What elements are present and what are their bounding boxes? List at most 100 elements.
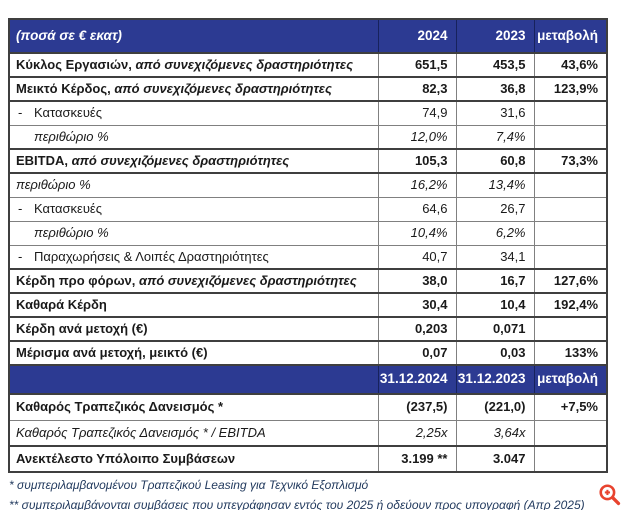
row-label-text: Καθαρός Τραπεζικός Δανεισμός * bbox=[16, 399, 224, 415]
row-label: Καθαρά Κέρδη bbox=[9, 292, 378, 317]
value-2023: 453,5 bbox=[455, 52, 534, 77]
row-label-text: Κατασκευές bbox=[34, 200, 102, 216]
value-2023: 3.047 bbox=[455, 445, 534, 472]
row-label-text: EBITDA, bbox=[16, 152, 68, 168]
row-label-text: Παραχωρήσεις & Λοιπές Δραστηριότητες bbox=[34, 248, 269, 264]
row-label-text: περιθώριο % bbox=[16, 177, 91, 193]
table-row: Κέρδη ανά μετοχή (€) 0,203 0,071 bbox=[9, 316, 607, 341]
row-label: Μέρισμα ανά μετοχή, μεικτό (€) bbox=[9, 340, 378, 365]
dash-bullet: - bbox=[18, 200, 23, 216]
value-2024: 40,7 bbox=[377, 244, 456, 269]
row-label-italic-text: από συνεχιζόμενες δραστηριότητες bbox=[110, 80, 332, 96]
table-row: EBITDA, από συνεχιζόμενες δραστηριότητες… bbox=[9, 148, 607, 173]
value-change: 192,4% bbox=[533, 292, 607, 317]
value-change bbox=[533, 316, 607, 341]
value-change bbox=[533, 196, 607, 221]
value-2024: 0,203 bbox=[377, 316, 456, 341]
table-row: περιθώριο % 10,4% 6,2% bbox=[9, 220, 607, 245]
header-col-2023: 2023 bbox=[455, 18, 534, 53]
value-2024: 3.199 ** bbox=[377, 445, 456, 472]
row-label-text: Κύκλος Εργασιών, bbox=[16, 56, 132, 72]
table-row: Καθαρός Τραπεζικός Δανεισμός * (237,5) (22… bbox=[9, 393, 607, 420]
row-label: Κέρδη προ φόρων, από συνεχιζόμενες δραστ… bbox=[9, 268, 378, 293]
dash-bullet: - bbox=[18, 248, 23, 264]
header2-col-change: μεταβολή bbox=[533, 364, 607, 394]
row-label-italic-text: από συνεχιζόμενες δραστηριότητες bbox=[135, 272, 357, 288]
row-label: Κέρδη ανά μετοχή (€) bbox=[9, 316, 378, 341]
dash-bullet: - bbox=[18, 105, 23, 121]
row-label-text: Μέρισμα ανά μετοχή, μεικτό (€) bbox=[16, 344, 208, 360]
footnote-1: * συμπεριλαμβανομένου Τραπεζικού Leasing… bbox=[9, 478, 369, 492]
value-change: +7,5% bbox=[533, 393, 607, 420]
footnote-2: ** συμπεριλαμβάνονται συμβάσεις που υπεγ… bbox=[9, 498, 585, 510]
table-row: Κύκλος Εργασιών, από συνεχιζόμενες δραστ… bbox=[9, 52, 607, 77]
value-2024: 74,9 bbox=[377, 100, 456, 125]
value-2023: 0,071 bbox=[455, 316, 534, 341]
value-2023: 36,8 bbox=[455, 76, 534, 101]
row-label: Μεικτό Κέρδος, από συνεχιζόμενες δραστηρ… bbox=[9, 76, 378, 101]
value-2023: 13,4% bbox=[455, 172, 534, 197]
table-row: περιθώριο % 12,0% 7,4% bbox=[9, 124, 607, 149]
value-change bbox=[533, 100, 607, 125]
value-change: 123,9% bbox=[533, 76, 607, 101]
row-label-text: Ανεκτέλεστο Υπόλοιπο Συμβάσεων bbox=[16, 450, 236, 466]
row-label: - Κατασκευές bbox=[9, 196, 378, 221]
row-label: περιθώριο % bbox=[9, 172, 378, 197]
row-label-italic-text: από συνεχιζόμενες δραστηριότητες bbox=[68, 152, 290, 168]
value-2023: 16,7 bbox=[455, 268, 534, 293]
table-row: Ανεκτέλεστο Υπόλοιπο Συμβάσεων 3.199 ** 3.… bbox=[9, 445, 607, 472]
table-row: - Κατασκευές 64,6 26,7 bbox=[9, 196, 607, 221]
table-row: Μεικτό Κέρδος, από συνεχιζόμενες δραστηρ… bbox=[9, 76, 607, 101]
value-2024: 0,07 bbox=[377, 340, 456, 365]
header2-col-date-2023: 31.12.2023 bbox=[455, 364, 534, 394]
row-label-text: Καθαρά Κέρδη bbox=[16, 296, 107, 312]
footnotes: * συμπεριλαμβανομένου Τραπεζικού Leasing… bbox=[9, 478, 624, 510]
value-2024: 82,3 bbox=[377, 76, 456, 101]
row-label: Καθαρός Τραπεζικός Δανεισμός * bbox=[9, 393, 378, 420]
row-label-text: Κέρδη ανά μετοχή (€) bbox=[16, 320, 148, 336]
value-change: 43,6% bbox=[533, 52, 607, 77]
row-label: Κύκλος Εργασιών, από συνεχιζόμενες δραστ… bbox=[9, 52, 378, 77]
table-row: Καθαρός Τραπεζικός Δανεισμός * / EBITDA 2… bbox=[9, 419, 607, 446]
value-2023: 26,7 bbox=[455, 196, 534, 221]
row-label: - Παραχωρήσεις & Λοιπές Δραστηριότητες bbox=[9, 244, 378, 269]
zoom-in-icon[interactable] bbox=[597, 482, 622, 507]
value-change bbox=[533, 172, 607, 197]
row-label-text: Κατασκευές bbox=[34, 105, 102, 121]
row-label-text: περιθώριο % bbox=[34, 128, 109, 144]
value-change: 133% bbox=[533, 340, 607, 365]
row-label: Ανεκτέλεστο Υπόλοιπο Συμβάσεων bbox=[9, 445, 378, 472]
row-label-text: Κέρδη προ φόρων, bbox=[16, 272, 136, 288]
value-change bbox=[533, 445, 607, 472]
table-header-row-top: (ποσά σε € εκατ) 2024 2023 μεταβολή bbox=[9, 18, 607, 53]
row-label: Καθαρός Τραπεζικός Δανεισμός * / EBITDA bbox=[9, 419, 378, 446]
row-label-italic-text: από συνεχιζόμενες δραστηριότητες bbox=[131, 56, 354, 72]
value-2024: 64,6 bbox=[377, 196, 456, 221]
value-2023: (221,0) bbox=[455, 393, 534, 420]
value-2023: 7,4% bbox=[455, 124, 534, 149]
value-2023: 0,03 bbox=[455, 340, 534, 365]
value-change bbox=[533, 244, 607, 269]
table-header-row-bottom: 31.12.2024 31.12.2023 μεταβολή bbox=[9, 364, 607, 394]
value-change: 73,3% bbox=[533, 148, 607, 173]
header2-col-date-2024: 31.12.2024 bbox=[377, 364, 456, 394]
row-label: περιθώριο % bbox=[9, 124, 378, 149]
header-col-2024: 2024 bbox=[377, 18, 456, 53]
header-col-change: μεταβολή bbox=[533, 18, 607, 53]
financial-table: (ποσά σε € εκατ) 2024 2023 μεταβολή Κύκλ… bbox=[8, 18, 608, 473]
value-2023: 31,6 bbox=[455, 100, 534, 125]
row-label: EBITDA, από συνεχιζόμενες δραστηριότητες bbox=[9, 148, 378, 173]
value-change bbox=[533, 124, 607, 149]
value-change: 127,6% bbox=[533, 268, 607, 293]
table-row: Καθαρά Κέρδη 30,4 10,4 192,4% bbox=[9, 292, 607, 317]
value-2023: 60,8 bbox=[455, 148, 534, 173]
value-2023: 10,4 bbox=[455, 292, 534, 317]
value-2024: (237,5) bbox=[377, 393, 456, 420]
table-row: - Παραχωρήσεις & Λοιπές Δραστηριότητες 40,… bbox=[9, 244, 607, 269]
value-2023: 3,64x bbox=[455, 419, 534, 446]
value-change bbox=[533, 220, 607, 245]
value-2024: 10,4% bbox=[377, 220, 456, 245]
table-row: Μέρισμα ανά μετοχή, μεικτό (€) 0,07 0,03 13… bbox=[9, 340, 607, 365]
value-change bbox=[533, 419, 607, 446]
value-2023: 6,2% bbox=[455, 220, 534, 245]
